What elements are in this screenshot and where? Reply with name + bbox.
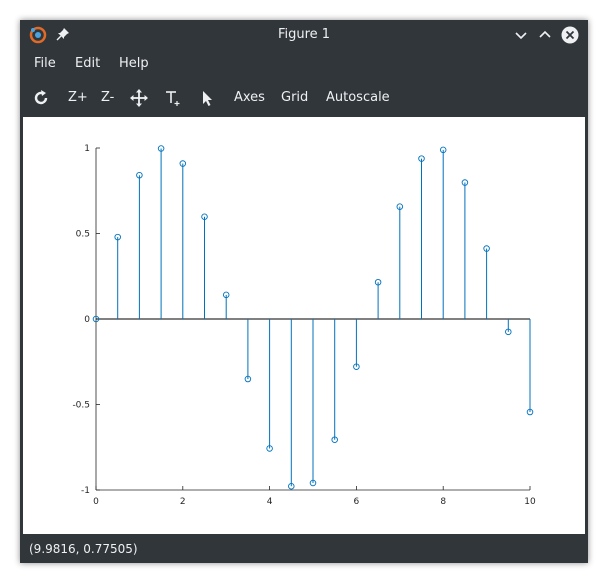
stem-marker — [374, 278, 382, 286]
stem-marker — [222, 291, 230, 299]
axes-button[interactable]: Axes — [234, 90, 265, 105]
menu-bar: File Edit Help — [20, 50, 588, 78]
x-tick-label: 2 — [180, 497, 186, 507]
stem-marker — [483, 245, 490, 252]
x-tick-label: 8 — [440, 497, 446, 507]
select-pointer-icon[interactable] — [199, 89, 217, 107]
autoscale-button[interactable]: Autoscale — [326, 90, 390, 105]
window-title: Figure 1 — [277, 27, 331, 42]
stem-marker — [396, 203, 404, 210]
plot-canvas[interactable]: 0 2 4 6 8 10 -1 -0.5 0 0.5 1 — [23, 117, 585, 534]
maximize-button[interactable] — [536, 26, 554, 44]
stem-plot: 0 2 4 6 8 10 -1 -0.5 0 0.5 1 — [72, 144, 536, 507]
y-tick-label: -1 — [81, 486, 90, 496]
grid-button[interactable]: Grid — [281, 90, 309, 105]
menu-file[interactable]: File — [34, 56, 56, 71]
y-tick-label: 0.5 — [76, 230, 90, 240]
close-button[interactable] — [561, 26, 579, 44]
stem-marker — [92, 315, 100, 323]
x-tick-label: 0 — [93, 497, 99, 507]
stem-marker — [136, 171, 143, 179]
y-tick-label: -0.5 — [72, 401, 90, 411]
title-bar[interactable]: Figure 1 — [20, 20, 588, 50]
stem-marker — [461, 179, 469, 186]
figure-window: Figure 1 File Edit Help Z+ Z- — [20, 20, 588, 563]
zoom-out-button[interactable]: Z- — [101, 90, 115, 105]
stem-marker — [505, 328, 512, 336]
pan-icon[interactable] — [130, 89, 148, 107]
stem-marker — [179, 160, 187, 167]
stem-marker — [353, 363, 360, 370]
status-bar: (9.9816, 0.77505) — [20, 536, 588, 563]
stem-marker — [157, 145, 165, 152]
cursor-coordinates: (9.9816, 0.77505) — [29, 542, 138, 556]
stem-marker — [114, 233, 121, 241]
stem-marker — [201, 213, 208, 220]
x-tick-label: 4 — [267, 497, 273, 507]
y-tick-label: 0 — [84, 315, 90, 325]
stem-marker — [418, 155, 425, 162]
stem-marker — [309, 479, 317, 487]
stem-marker — [266, 445, 273, 452]
toolbar: Z+ Z- Axes Grid Autoscale — [20, 82, 588, 114]
minimize-button[interactable] — [512, 26, 530, 44]
zoom-in-button[interactable]: Z+ — [68, 90, 88, 105]
stem-marker — [526, 408, 534, 416]
rotate-icon[interactable] — [32, 89, 50, 107]
insert-text-icon[interactable] — [164, 89, 182, 107]
menu-edit[interactable]: Edit — [75, 56, 101, 71]
x-tick-label: 10 — [524, 497, 536, 507]
y-tick-label: 1 — [84, 144, 90, 154]
stem-marker — [288, 482, 295, 490]
menu-help[interactable]: Help — [119, 56, 149, 71]
stem-marker — [331, 436, 338, 443]
pin-icon[interactable] — [56, 27, 70, 41]
stem-marker — [244, 375, 252, 383]
octave-app-icon — [29, 26, 47, 44]
stem-marker — [439, 146, 447, 154]
x-tick-label: 6 — [354, 497, 360, 507]
